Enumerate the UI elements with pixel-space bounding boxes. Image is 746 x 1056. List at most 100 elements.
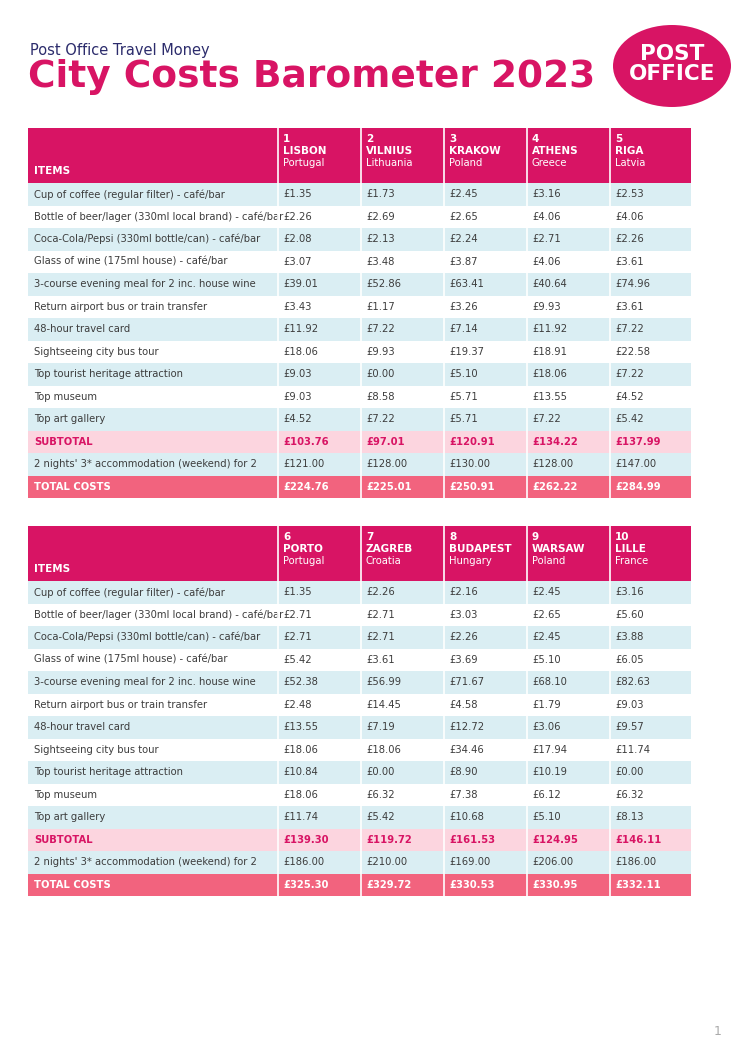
- Text: £11.92: £11.92: [283, 324, 318, 335]
- Text: RIGA: RIGA: [615, 146, 643, 156]
- Text: 6: 6: [283, 532, 290, 542]
- Text: £2.71: £2.71: [366, 633, 395, 642]
- Bar: [28, 761, 691, 784]
- Text: £9.57: £9.57: [615, 722, 644, 732]
- Text: £6.32: £6.32: [366, 790, 395, 799]
- Text: 10: 10: [615, 532, 630, 542]
- Text: £2.71: £2.71: [366, 609, 395, 620]
- Text: £3.07: £3.07: [283, 257, 312, 267]
- Text: Top tourist heritage attraction: Top tourist heritage attraction: [34, 768, 183, 777]
- Text: £2.45: £2.45: [532, 587, 561, 598]
- Text: £169.00: £169.00: [449, 857, 490, 867]
- Text: £134.22: £134.22: [532, 437, 577, 447]
- Text: £7.22: £7.22: [532, 414, 561, 425]
- Text: 3-course evening meal for 2 inc. house wine: 3-course evening meal for 2 inc. house w…: [34, 677, 256, 687]
- Text: Return airport bus or train transfer: Return airport bus or train transfer: [34, 700, 207, 710]
- Text: £6.32: £6.32: [615, 790, 644, 799]
- Text: £18.06: £18.06: [283, 744, 318, 755]
- Text: Croatia: Croatia: [366, 557, 402, 566]
- Text: £18.06: £18.06: [283, 346, 318, 357]
- Text: £5.60: £5.60: [615, 609, 644, 620]
- Text: £186.00: £186.00: [615, 857, 656, 867]
- Bar: [28, 431, 691, 453]
- Text: £9.03: £9.03: [283, 370, 312, 379]
- Text: £10.19: £10.19: [532, 768, 567, 777]
- Text: Hungary: Hungary: [449, 557, 492, 566]
- Text: £10.68: £10.68: [449, 812, 484, 823]
- Text: £146.11: £146.11: [615, 834, 662, 845]
- Text: £3.88: £3.88: [615, 633, 643, 642]
- Bar: [28, 206, 691, 228]
- Text: OFFICE: OFFICE: [629, 64, 715, 84]
- Text: 4: 4: [532, 134, 539, 144]
- Text: £2.26: £2.26: [366, 587, 395, 598]
- Text: £8.13: £8.13: [615, 812, 644, 823]
- Text: 2 nights' 3* accommodation (weekend) for 2: 2 nights' 3* accommodation (weekend) for…: [34, 459, 257, 469]
- Text: France: France: [615, 557, 648, 566]
- Text: £2.71: £2.71: [283, 633, 312, 642]
- Text: £325.30: £325.30: [283, 880, 328, 890]
- Text: Top museum: Top museum: [34, 392, 97, 401]
- Text: Bottle of beer/lager (330ml local brand) - café/bar: Bottle of beer/lager (330ml local brand)…: [34, 609, 283, 620]
- Text: £3.61: £3.61: [615, 257, 644, 267]
- Text: £2.08: £2.08: [283, 234, 312, 244]
- Text: £8.58: £8.58: [366, 392, 395, 401]
- Text: £2.71: £2.71: [283, 609, 312, 620]
- Text: 8: 8: [449, 532, 457, 542]
- Text: £9.93: £9.93: [532, 302, 561, 312]
- Text: 1: 1: [714, 1025, 722, 1038]
- Text: Coca-Cola/Pepsi (330ml bottle/can) - café/bar: Coca-Cola/Pepsi (330ml bottle/can) - caf…: [34, 234, 260, 245]
- Text: 5: 5: [615, 134, 622, 144]
- Text: £8.90: £8.90: [449, 768, 477, 777]
- Text: BUDAPEST: BUDAPEST: [449, 544, 512, 554]
- Text: £2.65: £2.65: [532, 609, 561, 620]
- Text: £97.01: £97.01: [366, 437, 404, 447]
- Bar: [28, 250, 691, 274]
- Text: £119.72: £119.72: [366, 834, 412, 845]
- Text: £7.22: £7.22: [615, 370, 644, 379]
- Text: £19.37: £19.37: [449, 346, 484, 357]
- Text: SUBTOTAL: SUBTOTAL: [34, 437, 93, 447]
- Text: £5.10: £5.10: [532, 655, 561, 664]
- Text: £7.14: £7.14: [449, 324, 477, 335]
- Text: £103.76: £103.76: [283, 437, 329, 447]
- Text: Cup of coffee (regular filter) - café/bar: Cup of coffee (regular filter) - café/ba…: [34, 587, 225, 598]
- Bar: [28, 581, 691, 603]
- Text: ZAGREB: ZAGREB: [366, 544, 413, 554]
- Text: 2 nights' 3* accommodation (weekend) for 2: 2 nights' 3* accommodation (weekend) for…: [34, 857, 257, 867]
- Bar: [28, 851, 691, 873]
- Text: TOTAL COSTS: TOTAL COSTS: [34, 482, 110, 492]
- Text: £2.24: £2.24: [449, 234, 477, 244]
- Text: £5.71: £5.71: [449, 414, 477, 425]
- Text: KRAKOW: KRAKOW: [449, 146, 501, 156]
- Text: £2.45: £2.45: [532, 633, 561, 642]
- Text: £330.95: £330.95: [532, 880, 577, 890]
- Text: £18.06: £18.06: [532, 370, 567, 379]
- Bar: [28, 626, 691, 648]
- Text: £161.53: £161.53: [449, 834, 495, 845]
- Text: Glass of wine (175ml house) - café/bar: Glass of wine (175ml house) - café/bar: [34, 257, 228, 267]
- Text: £3.26: £3.26: [449, 302, 477, 312]
- Text: £130.00: £130.00: [449, 459, 490, 469]
- Text: Latvia: Latvia: [615, 158, 645, 168]
- Bar: [28, 648, 691, 671]
- Text: £7.22: £7.22: [615, 324, 644, 335]
- Text: LILLE: LILLE: [615, 544, 646, 554]
- Text: VILNIUS: VILNIUS: [366, 146, 413, 156]
- Text: POST: POST: [640, 44, 704, 64]
- Text: £68.10: £68.10: [532, 677, 567, 687]
- Text: £2.65: £2.65: [449, 212, 477, 222]
- Text: £9.03: £9.03: [283, 392, 312, 401]
- Bar: [28, 806, 691, 829]
- Text: 3-course evening meal for 2 inc. house wine: 3-course evening meal for 2 inc. house w…: [34, 279, 256, 289]
- Bar: [28, 453, 691, 475]
- Text: £5.42: £5.42: [615, 414, 644, 425]
- Text: £5.71: £5.71: [449, 392, 477, 401]
- Text: £5.10: £5.10: [449, 370, 477, 379]
- Text: £5.10: £5.10: [532, 812, 561, 823]
- Text: £128.00: £128.00: [532, 459, 573, 469]
- Text: £2.16: £2.16: [449, 587, 477, 598]
- Text: £1.35: £1.35: [283, 189, 312, 200]
- Text: City Costs Barometer 2023: City Costs Barometer 2023: [28, 59, 595, 95]
- Text: SUBTOTAL: SUBTOTAL: [34, 834, 93, 845]
